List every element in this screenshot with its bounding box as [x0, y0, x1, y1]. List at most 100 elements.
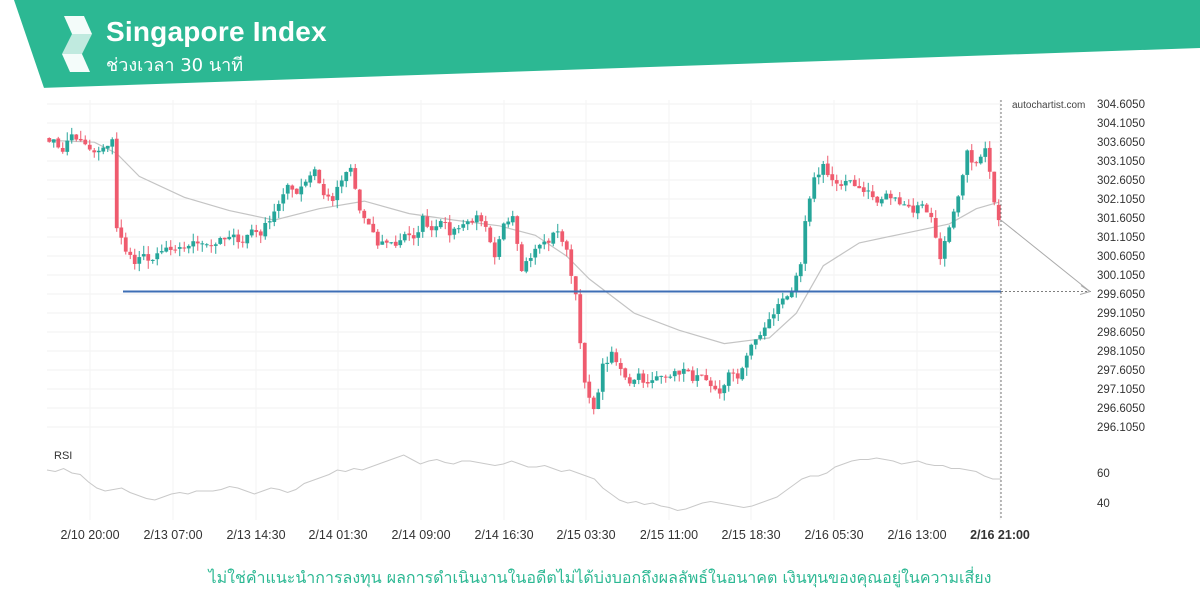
y-tick-label: 302.6050 [1097, 175, 1145, 187]
candle-body [749, 344, 754, 356]
candle-body [402, 234, 407, 241]
y-tick-label: 299.1050 [1097, 308, 1145, 320]
candle-body [353, 168, 358, 189]
candle-body [483, 221, 488, 227]
candle-body [317, 169, 322, 184]
candle-body [227, 236, 232, 240]
x-tick-label: 2/10 20:00 [60, 528, 119, 542]
candle-body [839, 184, 844, 186]
candle-body [362, 210, 367, 219]
candle-body [308, 175, 313, 183]
candle-body [951, 211, 956, 228]
y-tick-label: 303.6050 [1097, 137, 1145, 149]
candle-body [411, 235, 416, 239]
candle-body [114, 138, 119, 229]
candle-body [897, 197, 902, 205]
candle-body [164, 247, 169, 252]
candle-body [816, 174, 821, 178]
candle-body [614, 352, 619, 363]
candle-body [744, 355, 749, 368]
candle-body [429, 226, 434, 231]
candle-body [780, 298, 785, 305]
candle-body [596, 392, 601, 409]
candle-body [731, 372, 736, 374]
x-tick-label: 2/13 07:00 [143, 528, 202, 542]
candle-body [461, 224, 466, 228]
candle-body [69, 134, 74, 141]
brand-logo-icon [62, 16, 92, 72]
y-tick-label: 300.1050 [1097, 270, 1145, 282]
candle-body [600, 363, 605, 392]
x-tick-label: 2/16 05:30 [804, 528, 863, 542]
candle-body [141, 254, 146, 257]
y-tick-label: 296.1050 [1097, 422, 1145, 434]
candle-body [569, 249, 574, 276]
candle-body [506, 221, 511, 225]
candle-body [803, 221, 808, 264]
candle-body [222, 237, 227, 240]
candle-body [533, 248, 538, 258]
candle-body [974, 162, 979, 164]
candle-body [425, 216, 430, 227]
candle-body [821, 163, 826, 175]
candle-body [789, 291, 794, 298]
candle-body [326, 194, 331, 197]
candle-body [663, 376, 668, 378]
candle-body [209, 245, 214, 247]
x-tick-label: 2/14 01:30 [308, 528, 367, 542]
candle-body [560, 231, 565, 242]
candle-body [542, 241, 547, 245]
candle-body [893, 197, 898, 199]
candle-body [128, 251, 133, 255]
candle-body [852, 179, 857, 187]
candle-body [992, 171, 997, 203]
candle-body [636, 373, 641, 380]
candle-body [389, 242, 394, 244]
candle-body [623, 368, 628, 378]
candle-body [344, 172, 349, 182]
x-tick-label: 2/14 16:30 [474, 528, 533, 542]
candle-body [213, 244, 218, 246]
banner-background [0, 0, 1200, 88]
y-tick-label: 297.1050 [1097, 384, 1145, 396]
y-tick-label: 301.6050 [1097, 213, 1145, 225]
page-title: Singapore Index [106, 16, 327, 47]
candle-body [740, 368, 745, 380]
candle-body [78, 138, 83, 141]
candle-body [591, 397, 596, 410]
candle-body [924, 204, 929, 213]
candle-body [182, 247, 187, 249]
candle-body [159, 251, 164, 253]
candle-body [407, 233, 412, 236]
candle-body [56, 138, 61, 148]
risk-disclaimer: ไม่ใช่คำแนะนำการลงทุน ผลการดำเนินงานในอด… [208, 568, 992, 587]
candle-body [191, 241, 196, 247]
candle-body [609, 351, 614, 363]
candle-body [434, 226, 439, 231]
candle-body [501, 223, 506, 240]
candle-body [87, 144, 92, 150]
candle-body [843, 180, 848, 186]
candle-body [272, 211, 277, 222]
candle-body [299, 186, 304, 195]
candle-body [965, 150, 970, 175]
candle-body [879, 199, 884, 204]
candle-body [717, 388, 722, 394]
candle-body [906, 204, 911, 207]
candle-body [672, 371, 677, 377]
candle-body [380, 241, 385, 245]
y-tick-label: 297.6050 [1097, 365, 1145, 377]
moving-average-line [49, 139, 999, 345]
candle-body [938, 238, 943, 260]
rsi-tick-label: 40 [1097, 498, 1110, 510]
candle-body [677, 370, 682, 375]
y-tick-label: 298.1050 [1097, 346, 1145, 358]
candle-body [704, 375, 709, 381]
candle-body [276, 204, 281, 211]
candle-body [155, 253, 160, 260]
candle-body [785, 296, 790, 300]
candle-body [870, 191, 875, 198]
rsi-label: RSI [54, 450, 72, 462]
candle-body [83, 139, 88, 145]
candle-body [969, 150, 974, 163]
